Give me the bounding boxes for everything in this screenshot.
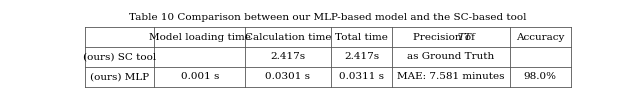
Text: TT: TT (458, 33, 472, 42)
Text: 0.0301 s: 0.0301 s (266, 72, 310, 81)
Text: Total time: Total time (335, 33, 388, 42)
Text: Table 10 Comparison between our MLP-based model and the SC-based tool: Table 10 Comparison between our MLP-base… (129, 13, 527, 22)
Text: 2.417s: 2.417s (344, 52, 379, 61)
Text: (ours) SC tool: (ours) SC tool (83, 52, 156, 61)
Text: 2.417s: 2.417s (270, 52, 305, 61)
Text: 98.0%: 98.0% (524, 72, 557, 81)
Text: as Ground Truth: as Ground Truth (407, 52, 495, 61)
Text: Calculation time: Calculation time (244, 33, 331, 42)
Text: Accuracy: Accuracy (516, 33, 564, 42)
Text: 0.001 s: 0.001 s (180, 72, 219, 81)
Text: Model loading time: Model loading time (149, 33, 251, 42)
Text: Precision of: Precision of (413, 33, 488, 42)
Text: 0.0311 s: 0.0311 s (339, 72, 384, 81)
Text: MAE: 7.581 minutes: MAE: 7.581 minutes (397, 72, 504, 81)
Text: (ours) MLP: (ours) MLP (90, 72, 149, 81)
